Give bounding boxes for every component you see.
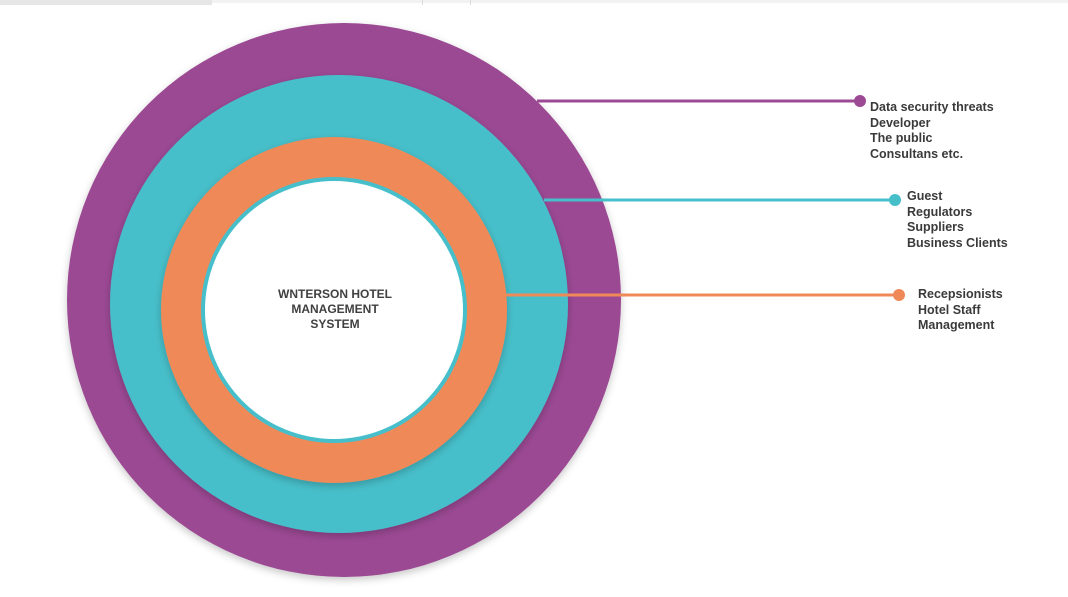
outer-connector-dot	[854, 95, 866, 107]
core-circle	[205, 181, 463, 439]
tab-strip-track	[212, 0, 1068, 3]
system-title: WNTERSON HOTEL MANAGEMENT SYSTEM	[278, 287, 392, 331]
outer-stakeholder-list: Data security threats Developer The publ…	[870, 100, 994, 162]
tab-separator	[422, 0, 423, 5]
top-tab-strip	[0, 0, 1068, 5]
list-item: Developer	[870, 115, 931, 130]
list-item: Suppliers	[907, 220, 964, 234]
list-item: The public	[870, 131, 933, 145]
middle-connector-dot	[889, 194, 901, 206]
list-item: Business Clients	[907, 235, 1008, 250]
list-item: Regulators	[907, 204, 973, 219]
list-item: Recepsionists	[918, 287, 1003, 301]
tab-separator	[470, 0, 471, 5]
list-item: Guest	[907, 189, 943, 203]
list-item: Management	[918, 318, 995, 332]
inner-stakeholder-list: Recepsionists Hotel Staff Management	[918, 287, 1003, 334]
list-item: Hotel Staff	[918, 302, 981, 317]
list-item: Consultans etc.	[870, 146, 964, 161]
active-tab[interactable]	[0, 0, 212, 5]
list-item: Data security threats	[870, 100, 994, 114]
middle-stakeholder-list: Guest Regulators Suppliers Business Clie…	[907, 189, 1008, 251]
inner-connector-dot	[893, 289, 905, 301]
